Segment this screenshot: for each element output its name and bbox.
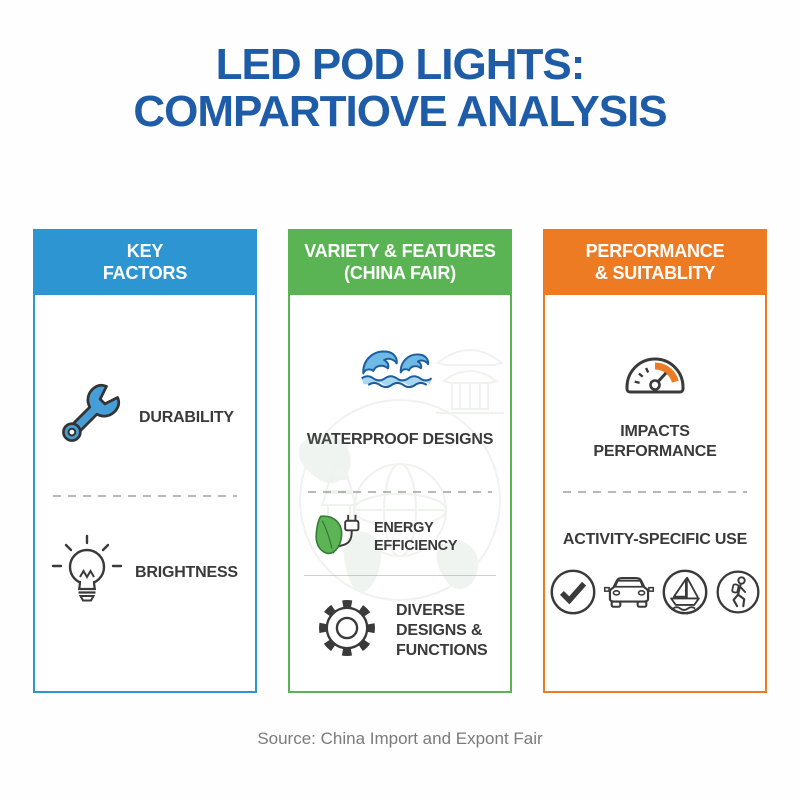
list-item-label: DIVERSE DESIGNS & FUNCTIONS: [396, 601, 488, 659]
column-performance-suitability: PERFORMANCE & SUITABLITY: [543, 229, 767, 694]
checkmark-circle-icon: [549, 568, 597, 621]
list-item-label: DURABILITY: [139, 408, 234, 426]
column-variety-features-body: WATERPROOF DESIGNS ENERGY EFFICI: [290, 295, 510, 691]
column-key-factors: KEY FACTORS DURABILITY: [33, 229, 257, 694]
header-line: & SUITABLITY: [594, 263, 716, 284]
list-item: ENERGY EFFICIENCY: [290, 510, 510, 563]
column-variety-features: VARIETY & FEATURES (CHINA FAIR): [288, 229, 512, 694]
sailboat-circle-icon: [661, 568, 709, 621]
dashed-divider: [53, 495, 237, 498]
car-icon: [603, 572, 655, 617]
gauge-icon: [617, 341, 693, 402]
page-title: LED POD LIGHTS: COMPARTIOVE ANALYSIS: [0, 0, 800, 135]
header-line: (CHINA FAIR): [344, 263, 456, 284]
page-title-line2: COMPARTIOVE ANALYSIS: [133, 86, 667, 136]
list-item: DURABILITY: [35, 379, 255, 456]
list-item-label: ACTIVITY-SPECIFIC USE: [562, 531, 748, 549]
header-line: FACTORS: [102, 263, 188, 284]
source-attribution: Source: China Import and Expont Fair: [257, 729, 543, 749]
columns-container: KEY FACTORS DURABILITY: [0, 229, 800, 694]
list-item-label: WATERPROOF DESIGNS: [306, 431, 494, 449]
header-line: KEY: [126, 241, 164, 262]
column-performance-suitability-body: IMPACTS PERFORMANCE ACTIVITY-SPECIFIC US…: [545, 295, 765, 691]
list-item-label: ENERGY EFFICIENCY: [374, 519, 458, 554]
leaf-plug-icon: [312, 510, 368, 563]
dashed-divider: [308, 491, 492, 494]
column-key-factors-header: KEY FACTORS: [35, 231, 255, 296]
waves-icon: [358, 345, 442, 400]
dashed-divider: [563, 491, 747, 494]
header-line: PERFORMANCE: [585, 241, 725, 262]
gear-icon: [314, 595, 380, 666]
column-performance-suitability-header: PERFORMANCE & SUITABLITY: [545, 231, 765, 296]
lightbulb-icon: [47, 530, 127, 615]
activity-icons-row: [545, 568, 765, 621]
column-key-factors-body: DURABILITY: [35, 295, 255, 691]
page-title-line1: LED POD LIGHTS:: [215, 40, 586, 89]
solid-divider: [304, 575, 496, 577]
list-item-label: BRIGHTNESS: [135, 563, 238, 581]
hiker-circle-icon: [715, 569, 761, 620]
column-variety-features-header: VARIETY & FEATURES (CHINA FAIR): [290, 231, 510, 296]
list-item: BRIGHTNESS: [35, 530, 255, 615]
wrench-icon: [53, 379, 125, 456]
header-line: VARIETY & FEATURES: [304, 241, 496, 262]
list-item: DIVERSE DESIGNS & FUNCTIONS: [290, 595, 510, 666]
list-item-label: IMPACTS PERFORMANCE: [593, 423, 717, 461]
